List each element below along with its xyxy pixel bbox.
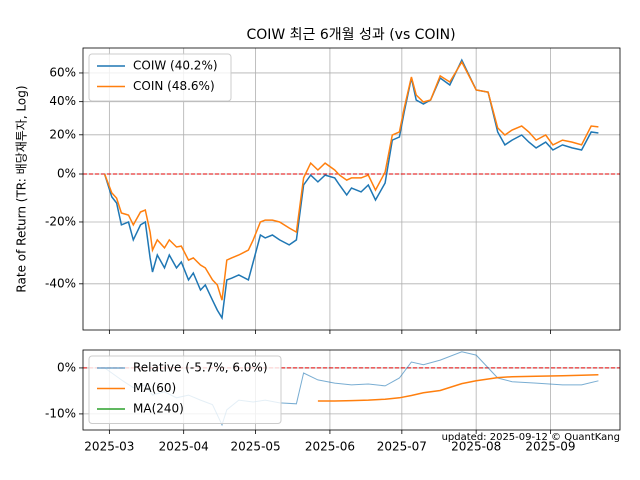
- legend-label: COIW (40.2%): [133, 59, 218, 73]
- y-tick-label: -10%: [45, 406, 76, 420]
- y-tick-label: 40%: [49, 94, 76, 108]
- x-tick-label: 2025-07: [377, 440, 427, 454]
- legend-box: [88, 355, 282, 424]
- y-tick-label: 20%: [49, 127, 76, 141]
- x-tick-label: 2025-05: [231, 440, 281, 454]
- legend-label: COIN (48.6%): [133, 79, 215, 93]
- series-line: [103, 60, 599, 301]
- x-tick-label: 2025-08: [451, 440, 501, 454]
- legend-label: MA(240): [133, 402, 184, 416]
- series-line: [317, 374, 599, 402]
- chart-title: COIW 최근 6개월 성과 (vs COIN): [246, 27, 455, 43]
- y-tick-label: -20%: [45, 214, 76, 228]
- x-tick-label: 2025-06: [305, 440, 355, 454]
- x-tick-label: 2025-09: [525, 440, 575, 454]
- y-tick-label: 0%: [57, 167, 76, 181]
- legend-label: MA(60): [133, 381, 176, 395]
- legend-label: Relative (-5.7%, 6.0%): [133, 361, 268, 375]
- y-tick-label: 0%: [57, 360, 76, 374]
- y-axis-label: Rate of Return (TR: 배당재투자, Log): [15, 85, 29, 292]
- y-tick-label: -40%: [45, 276, 76, 290]
- x-tick-label: 2025-03: [84, 440, 134, 454]
- axes-frame: [82, 47, 621, 331]
- annotation: updated: 2025-09-12 © QuantKang: [442, 432, 620, 443]
- x-tick-label: 2025-04: [159, 440, 209, 454]
- y-tick-label: 60%: [49, 65, 76, 79]
- series-line: [103, 58, 599, 321]
- axes-frame: [82, 349, 621, 431]
